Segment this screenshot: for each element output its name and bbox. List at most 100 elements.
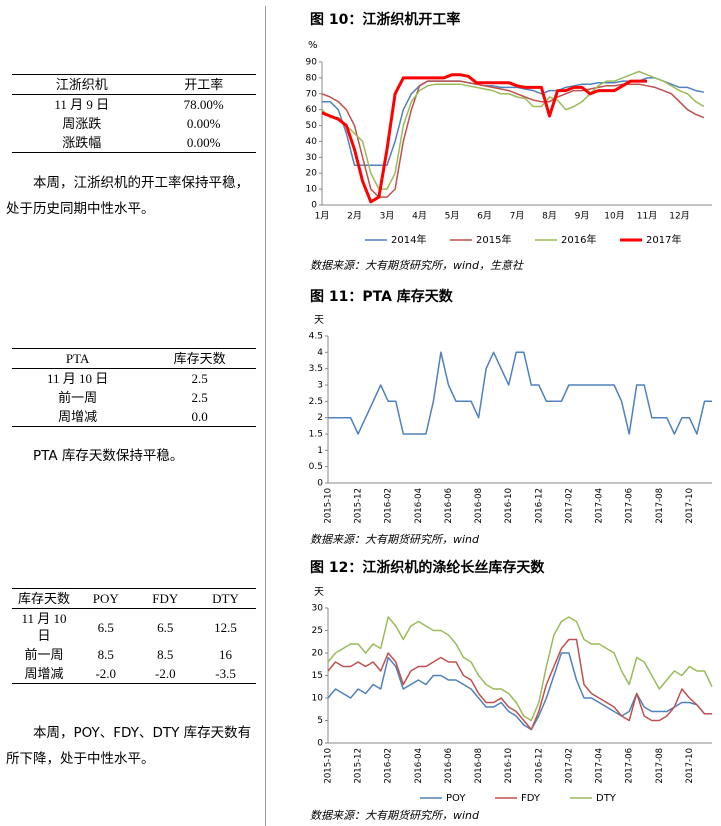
cell: 8.5	[97, 647, 114, 662]
y-tick-label: 2.5	[309, 397, 323, 407]
x-tick-label: 2015-12	[354, 488, 364, 524]
x-tick-label: 2016-12	[534, 748, 544, 784]
x-tick-label: 2016-04	[414, 488, 424, 524]
y-tick-label: 90	[306, 58, 318, 68]
x-tick-label: 2016-02	[384, 748, 394, 784]
y-tick-label: 0	[317, 739, 323, 749]
legend-label: FDY	[521, 793, 541, 804]
legend-label: 2014年	[391, 233, 426, 246]
x-tick-label: 2016-08	[474, 748, 484, 784]
table: 库存天数 POY FDY DTY 11 月 10 日 6.5 6.5 12.5 前一周 8.5…	[12, 588, 256, 684]
cell: 前一周	[24, 647, 64, 662]
x-tick-label: 12月	[669, 211, 689, 222]
chart-title: 图 11：PTA 库存天数	[310, 288, 454, 305]
y-unit: %	[308, 40, 318, 51]
y-tick-label: 60	[306, 105, 318, 115]
cell: -2.0	[76, 664, 136, 684]
cell: 8.5	[157, 647, 174, 662]
x-tick-label: 2017-10	[685, 748, 695, 784]
chart-title: 图 12：江浙织机的涤纶长丝库存天数	[310, 559, 545, 576]
x-tick-label: 9月	[575, 211, 590, 222]
cell: 周涨跌	[62, 116, 102, 131]
y-tick-label: 3.5	[309, 364, 323, 374]
x-tick-label: 3月	[380, 211, 395, 222]
series-line	[321, 73, 647, 204]
x-tick-label: 1月	[315, 211, 330, 222]
x-tick-label: 2016-08	[474, 488, 484, 524]
y-tick-label: 1.5	[309, 430, 323, 440]
y-tick-label: 10	[306, 185, 318, 195]
x-tick-label: 2017-02	[564, 748, 574, 784]
legend-label: 2015年	[476, 233, 511, 246]
y-tick-label: 15	[312, 671, 323, 681]
x-tick-label: 2016-12	[534, 488, 544, 524]
cell: 6.5	[157, 619, 174, 635]
cell: 0.0	[143, 407, 256, 427]
cell: 0.00%	[186, 116, 221, 131]
x-tick-label: 2015-12	[354, 748, 364, 784]
source: 数据来源：大有期货研究所，wind，生意社	[310, 259, 524, 272]
cell: 2.5	[191, 390, 208, 405]
paragraph: 本周，江浙织机的开工率保持平稳，处于历史同期中性水平。	[6, 175, 249, 217]
y-tick-label: 25	[312, 626, 323, 636]
cell: 2.5	[191, 371, 208, 386]
cell: POY	[76, 588, 136, 609]
x-tick-label: 11月	[637, 211, 657, 222]
cell: 开工率	[151, 74, 256, 95]
series-line	[327, 638, 712, 731]
cell: 11 月 10 日	[21, 611, 67, 643]
x-tick-label: 2015-10	[324, 748, 334, 784]
divider	[265, 6, 266, 826]
cell: PTA	[12, 348, 144, 369]
cell: 78.00%	[183, 97, 224, 112]
cell: 12.5	[214, 619, 237, 635]
x-tick-label: 2017-04	[595, 488, 605, 524]
table: PTA 库存天数 11 月 10 日 2.5 前一周 2.5 周增减 0.0	[12, 348, 256, 427]
paragraph: PTA 库存天数保持平稳。	[33, 448, 184, 464]
series-line	[322, 77, 705, 167]
x-tick-label: 6月	[477, 211, 492, 222]
cell: 11 月 10 日	[47, 371, 109, 386]
y-unit: 天	[314, 587, 324, 598]
series-line	[321, 80, 705, 198]
x-tick-label: 8月	[542, 211, 557, 222]
y-tick-label: 3	[317, 381, 323, 391]
legend-label: 2016年	[561, 233, 596, 246]
x-tick-label: 2016-06	[444, 748, 454, 784]
y-tick-label: 70	[306, 89, 318, 99]
x-tick-label: 2017-06	[625, 488, 635, 524]
series-line	[327, 652, 712, 731]
y-tick-label: 0.5	[309, 462, 323, 472]
y-tick-label: 2	[317, 413, 323, 423]
cell: -3.5	[195, 664, 256, 684]
legend-label: POY	[446, 793, 466, 804]
cell: 0.00%	[151, 133, 256, 153]
cell: 库存天数	[12, 588, 76, 609]
source: 数据来源：大有期货研究所，wind	[310, 809, 480, 822]
cell: 前一周	[58, 390, 98, 405]
x-tick-label: 2016-10	[504, 488, 514, 524]
x-tick-label: 2017-04	[595, 748, 605, 784]
cell: FDY	[135, 588, 196, 609]
x-tick-label: 10月	[604, 211, 624, 222]
x-tick-label: 7月	[510, 211, 525, 222]
x-tick-label: 2017-10	[685, 488, 695, 524]
cell: -2.0	[135, 664, 196, 684]
x-tick-label: 2017-02	[564, 488, 574, 524]
cell: 周增减	[12, 664, 76, 684]
y-tick-label: 30	[306, 153, 318, 163]
x-tick-label: 2016-10	[504, 748, 514, 784]
x-tick-label: 2016-04	[414, 748, 424, 784]
series-line	[321, 70, 705, 190]
series-line	[327, 616, 713, 722]
y-tick-label: 5	[317, 716, 323, 726]
y-unit: 天	[314, 315, 324, 326]
y-tick-label: 0	[317, 479, 323, 489]
cell: 6.5	[97, 619, 114, 635]
cell: 11 月 9 日	[54, 97, 110, 112]
x-tick-label: 2016-02	[384, 488, 394, 524]
y-tick-label: 1	[317, 446, 323, 456]
y-tick-label: 4.5	[309, 332, 323, 342]
y-tick-label: 80	[306, 73, 318, 83]
